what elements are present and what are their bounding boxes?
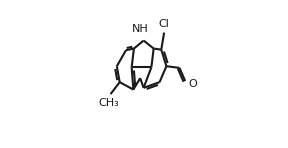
Text: O: O: [188, 79, 197, 89]
Text: CH₃: CH₃: [98, 98, 119, 108]
Text: Cl: Cl: [159, 19, 170, 29]
Text: NH: NH: [132, 24, 148, 34]
